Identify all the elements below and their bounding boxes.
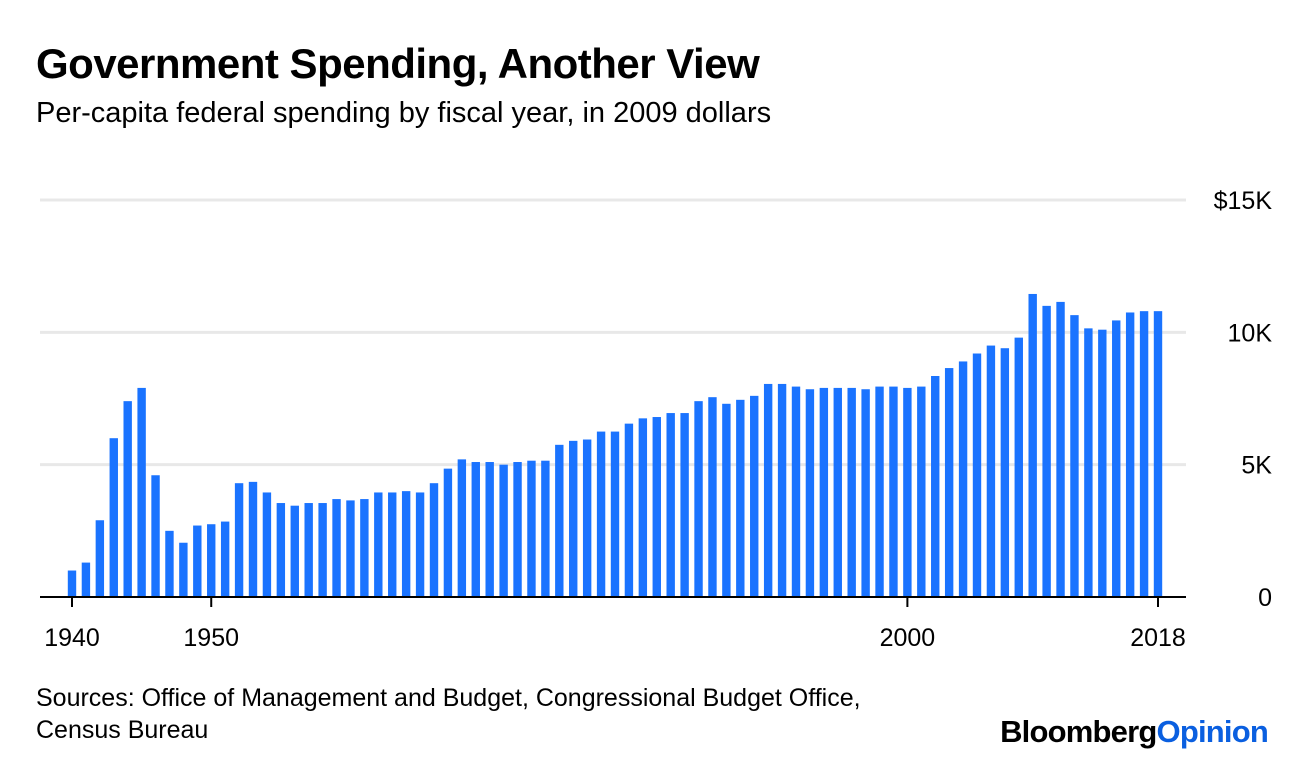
bar-2018 — [1153, 311, 1163, 597]
bar-1949 — [193, 525, 202, 597]
bar-2005 — [972, 353, 982, 597]
bar-1969 — [471, 462, 480, 597]
bar-2009 — [1028, 293, 1037, 597]
bar-1955 — [276, 503, 286, 597]
bar-1990 — [763, 383, 773, 597]
bar-1973 — [527, 460, 536, 597]
x-tick-label: 1950 — [183, 624, 239, 652]
bar-1953 — [248, 481, 258, 597]
bloomberg-opinion-logo: BloombergOpinion — [1000, 714, 1269, 750]
sources-line-2: Census Bureau — [36, 716, 209, 744]
bar-1941 — [81, 562, 91, 597]
bar-2007 — [1000, 348, 1010, 597]
bar-1982 — [652, 417, 661, 597]
bar-1940 — [67, 570, 77, 597]
bar-1948 — [179, 542, 188, 597]
bar-1974 — [541, 460, 550, 597]
bar-1946 — [151, 475, 160, 597]
bar-1979 — [610, 431, 620, 597]
bar-1962 — [374, 492, 383, 597]
bar-1947 — [165, 530, 174, 597]
bar-1997 — [861, 389, 870, 597]
bar-2014 — [1098, 329, 1107, 597]
bar-1957 — [304, 503, 313, 597]
bar-1961 — [360, 499, 369, 597]
bar-1954 — [262, 492, 272, 597]
chart-title: Government Spending, Another View — [36, 40, 760, 87]
bar-1987 — [722, 403, 731, 597]
bar-1976 — [569, 440, 578, 597]
bar-1950 — [207, 524, 216, 597]
bar-1966 — [429, 483, 439, 597]
bar-1943 — [109, 438, 118, 597]
bar-1981 — [638, 418, 648, 597]
bar-1959 — [332, 499, 341, 597]
bar-chart: 0 5K 10K $15K 1940 1950 2000 2018 — [40, 187, 1272, 652]
bar-1989 — [750, 395, 759, 597]
y-tick-label: 10K — [1228, 319, 1273, 347]
bar-1968 — [457, 459, 467, 597]
bar-1986 — [708, 397, 717, 597]
bar-1967 — [443, 468, 453, 597]
bar-2003 — [944, 368, 954, 597]
bars — [67, 293, 1163, 597]
bar-1960 — [346, 500, 355, 597]
bar-1958 — [318, 503, 327, 597]
bar-1983 — [666, 413, 675, 597]
bar-2013 — [1084, 328, 1093, 597]
bar-2001 — [917, 386, 926, 597]
bar-1991 — [777, 383, 787, 597]
bar-1975 — [555, 444, 564, 597]
bar-1984 — [680, 413, 689, 597]
bar-1951 — [220, 521, 230, 597]
bar-1964 — [401, 491, 411, 597]
bar-2004 — [958, 361, 968, 597]
bar-2017 — [1139, 311, 1149, 597]
bar-2006 — [986, 345, 996, 597]
bar-1977 — [582, 439, 592, 597]
sources-note: Sources: Office of Management and Budget… — [36, 682, 1036, 746]
bar-1970 — [485, 462, 494, 597]
axes: 0 5K 10K $15K 1940 1950 2000 2018 — [40, 187, 1272, 652]
bar-1945 — [137, 387, 146, 597]
bar-1972 — [513, 462, 522, 597]
bar-2010 — [1042, 305, 1051, 597]
bar-1952 — [234, 483, 244, 597]
bar-1988 — [736, 399, 745, 597]
bar-1999 — [889, 386, 898, 597]
bar-1994 — [819, 387, 829, 597]
bar-1996 — [847, 387, 856, 597]
bar-1971 — [499, 464, 508, 597]
chart-subtitle: Per-capita federal spending by fiscal ye… — [36, 97, 772, 129]
bar-2011 — [1056, 301, 1065, 597]
y-tick-label: 0 — [1258, 584, 1272, 612]
bar-1963 — [388, 492, 397, 597]
brand-word-bloomberg: Bloomberg — [1000, 714, 1157, 749]
bar-1985 — [694, 401, 703, 597]
bar-1956 — [290, 505, 299, 597]
bar-1993 — [805, 389, 815, 597]
y-tick-label: 5K — [1241, 452, 1272, 480]
x-tick-label: 1940 — [44, 624, 100, 652]
y-tick-label: $15K — [1214, 187, 1273, 215]
bar-1944 — [123, 401, 132, 597]
bar-2002 — [931, 376, 940, 597]
sources-line-1: Sources: Office of Management and Budget… — [36, 684, 861, 712]
bar-1995 — [833, 387, 842, 597]
brand-word-opinion: Opinion — [1156, 714, 1269, 749]
bar-1978 — [596, 431, 606, 597]
bar-2015 — [1112, 320, 1121, 597]
x-tick-label: 2018 — [1130, 624, 1186, 652]
bar-2016 — [1125, 312, 1135, 597]
bar-2012 — [1070, 315, 1079, 597]
bar-1965 — [415, 492, 425, 597]
bar-1992 — [791, 386, 801, 597]
x-tick-label: 2000 — [880, 624, 936, 652]
gridlines — [40, 198, 1186, 467]
bar-1942 — [95, 520, 105, 597]
bar-2008 — [1014, 337, 1023, 597]
bar-1998 — [875, 386, 884, 597]
bar-2000 — [903, 387, 912, 597]
bar-1980 — [624, 423, 634, 597]
